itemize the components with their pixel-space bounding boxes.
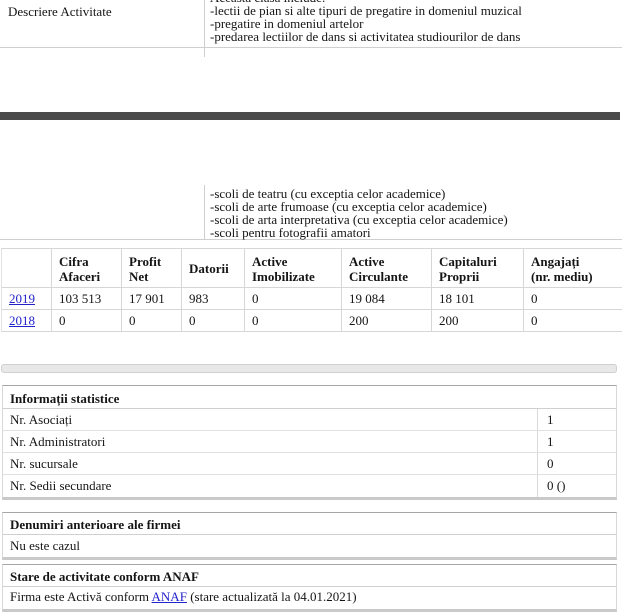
activity-line: -lectii de pian si alte tipuri de pregat… [210,3,522,18]
separator-bar [0,112,620,120]
header-profit-net: Profit Net [121,249,181,287]
value-cell: 0 [244,288,341,309]
column-divider [204,185,205,240]
exclusion-line: -scoli pentru fotografii amatori [210,225,371,240]
header-capitaluri-proprii: Capitaluri Proprii [431,249,523,287]
exclusion-line: -scoli de arta interpretativa (cu except… [210,212,508,227]
anaf-status-section: Stare de activitate conform ANAF Firma e… [2,564,617,612]
activity-line: -pregatire in domeniul artelor [210,16,364,31]
year-cell: 2019 [2,288,51,309]
anaf-status-date: (stare actualizată la 04.01.2021) [186,589,357,604]
previous-names-section: Denumiri anterioare ale firmei Nu este c… [2,512,617,560]
value-cell: 0 [181,310,244,331]
stat-value: 0 () [537,475,616,497]
statistics-title: Informații statistice [3,386,616,409]
financials-table: Cifra Afaceri Profit Net Datorii Active … [1,248,622,332]
stat-row: Nr. sucursale 0 [3,453,616,475]
stat-value: 1 [537,431,616,452]
activity-label: Descriere Activitate [8,4,112,19]
activity-description: Aceasta clasa include: -lectii de pian s… [210,0,522,43]
exclusion-line: -scoli de teatru (cu exceptia celor acad… [210,186,446,201]
header-datorii: Datorii [181,249,244,287]
header-active-imobilizate: Active Imobilizate [244,249,341,287]
value-cell: 0 [121,310,181,331]
stat-label: Nr. Asociați [10,412,73,427]
value-cell: 103 513 [51,288,121,309]
stat-label: Nr. sucursale [10,456,78,471]
stat-value: 0 [537,453,616,474]
table-horizontal-scrollbar[interactable] [1,364,617,373]
activity-row: Descriere Activitate Aceasta clasa inclu… [0,0,622,48]
stat-label: Nr. Administratori [10,434,106,449]
header-year [2,249,51,287]
exclusions-row: -scoli de teatru (cu exceptia celor acad… [0,185,622,240]
value-cell: 200 [341,310,431,331]
value-cell: 983 [181,288,244,309]
value-cell: 200 [431,310,523,331]
stat-row: Nr. Administratori 1 [3,431,616,453]
stat-row: Nr. Asociați 1 [3,409,616,431]
header-angajati: Angajați (nr. mediu) [523,249,622,287]
previous-names-value: Nu este cazul [10,538,81,553]
year-link[interactable]: 2019 [9,291,35,306]
header-cifra-afaceri: Cifra Afaceri [51,249,121,287]
stat-row: Nr. Sedii secundare 0 () [3,475,616,497]
anaf-link[interactable]: ANAF [151,589,187,604]
anaf-status-text: Firma este Activă conform [10,589,152,604]
value-cell: 0 [244,310,341,331]
stat-value: 1 [537,409,616,430]
value-cell: 0 [523,310,622,331]
column-divider-stub [204,48,205,57]
year-cell: 2018 [2,310,51,331]
financials-row-2019: 2019 103 513 17 901 983 0 19 084 18 101 … [2,288,622,310]
value-cell: 18 101 [431,288,523,309]
exclusion-line: -scoli de arte frumoase (cu exceptia cel… [210,199,487,214]
value-cell: 17 901 [121,288,181,309]
activity-line: -predarea lectiilor de dans si activitat… [210,29,521,44]
financials-header-row: Cifra Afaceri Profit Net Datorii Active … [2,249,622,288]
value-cell: 0 [523,288,622,309]
statistics-section: Informații statistice Nr. Asociați 1 Nr.… [2,385,617,500]
financials-row-2018: 2018 0 0 0 0 200 200 0 [2,310,622,332]
column-divider [204,0,205,48]
previous-names-title: Denumiri anterioare ale firmei [3,513,616,535]
header-active-circulante: Active Circulante [341,249,431,287]
year-link[interactable]: 2018 [9,313,35,328]
activity-intro: Aceasta clasa include: [210,0,522,4]
stat-label: Nr. Sedii secundare [10,478,112,493]
anaf-status-row: Firma este Activă conform ANAF (stare ac… [3,587,616,609]
anaf-status-title: Stare de activitate conform ANAF [3,565,616,587]
value-cell: 0 [51,310,121,331]
exclusions-list: -scoli de teatru (cu exceptia celor acad… [210,187,508,239]
value-cell: 19 084 [341,288,431,309]
